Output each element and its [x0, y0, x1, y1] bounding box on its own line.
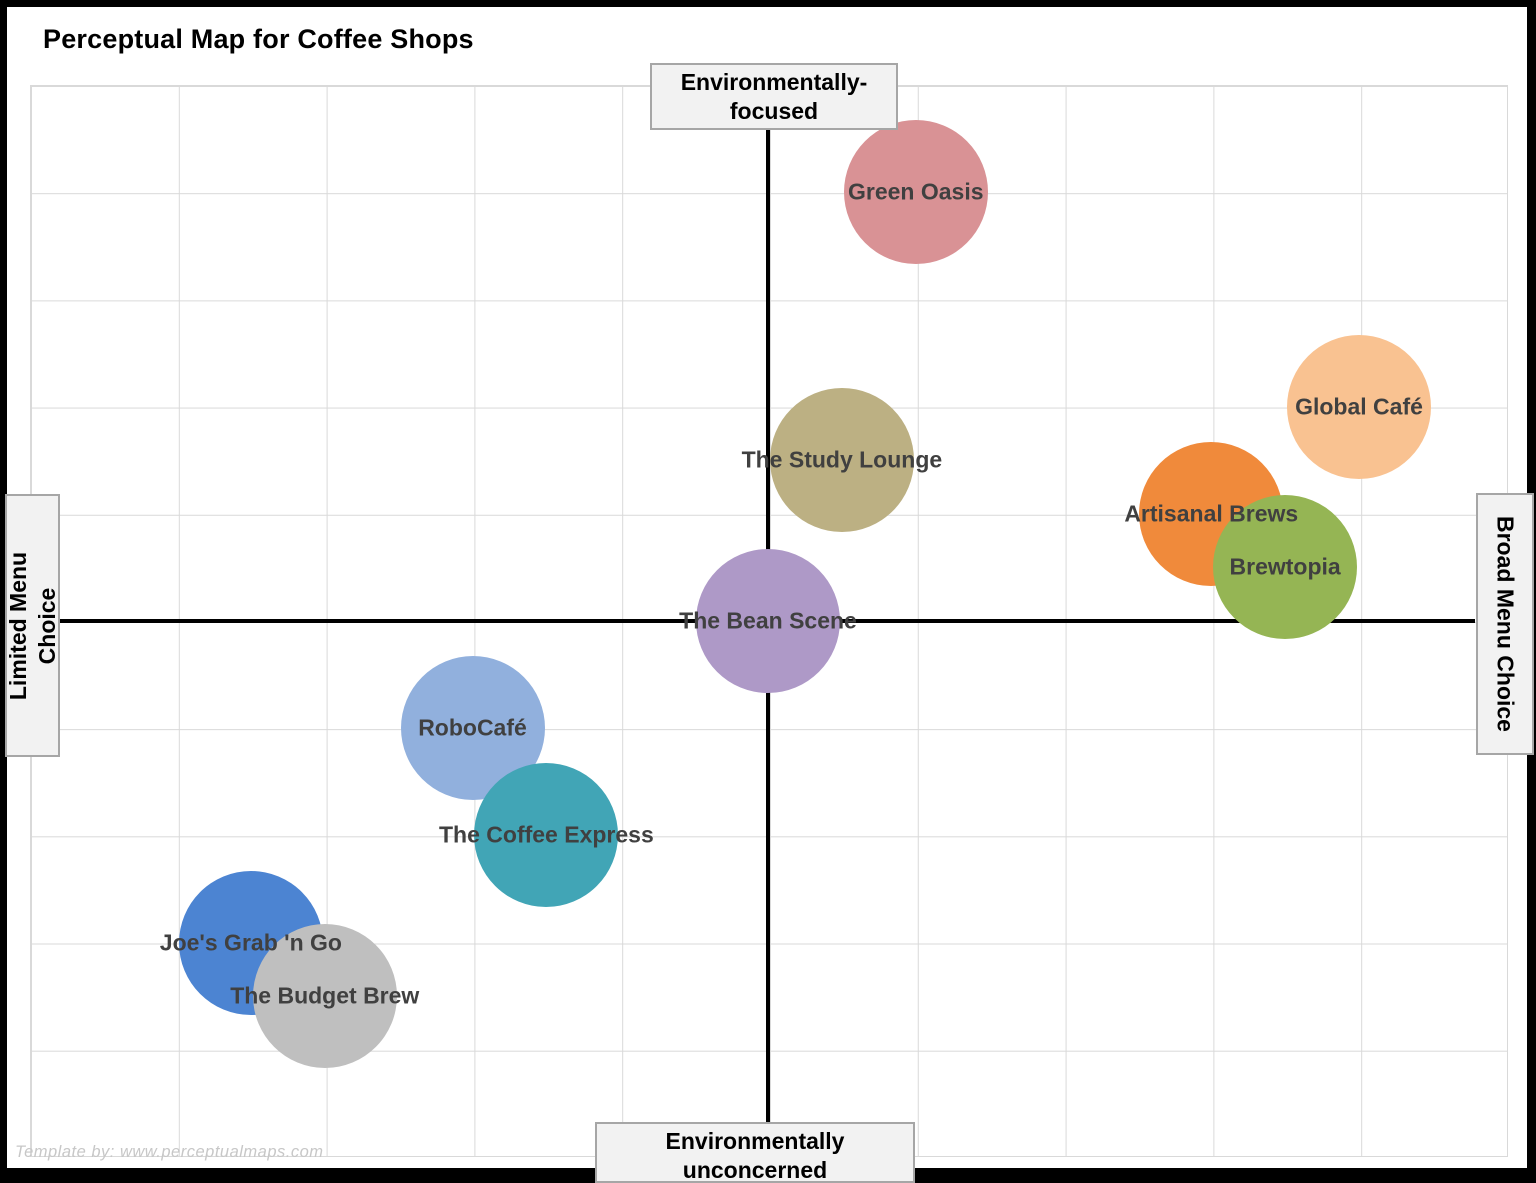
bubble-the-study-lounge[interactable]: [769, 388, 914, 533]
axis-label-right-text: Broad Menu Choice: [1492, 516, 1519, 732]
watermark-text: Template by: www.perceptualmaps.com: [15, 1143, 324, 1161]
axis-label-left: Limited Menu Choice: [5, 494, 60, 757]
bubble-brewtopia[interactable]: [1213, 495, 1358, 640]
frame-border-left: [0, 0, 7, 1183]
axis-label-bottom: Environmentally unconcerned: [595, 1122, 915, 1183]
axis-label-left-text: Limited Menu Choice: [4, 551, 60, 700]
bubble-the-bean-scene[interactable]: [696, 549, 840, 693]
frame-border-top: [0, 0, 1536, 7]
bubble-green-oasis[interactable]: [843, 120, 988, 265]
axis-label-top: Environmentally-focused: [650, 63, 898, 130]
axis-label-top-text: Environmentally-focused: [680, 68, 868, 124]
axis-label-bottom-text: Environmentally unconcerned: [665, 1128, 845, 1183]
bubble-the-budget-brew[interactable]: [252, 924, 397, 1069]
axis-label-right: Broad Menu Choice: [1476, 493, 1534, 755]
page-title: Perceptual Map for Coffee Shops: [43, 24, 474, 54]
bubble-the-coffee-express[interactable]: [474, 763, 619, 908]
bubble-global-caf[interactable]: [1287, 334, 1431, 479]
